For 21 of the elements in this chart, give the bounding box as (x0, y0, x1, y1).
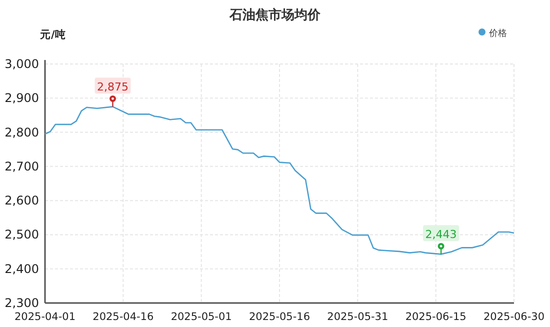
legend-label: 价格 (488, 28, 507, 39)
y-tick-label: 3,000 (4, 57, 39, 71)
x-tick-label: 2025-05-16 (248, 311, 310, 323)
y-tick-label: 2,400 (4, 262, 39, 276)
x-tick-label: 2025-05-01 (170, 311, 232, 323)
x-tick-label: 2025-06-30 (483, 311, 545, 323)
y-axis-title: 元/吨 (39, 28, 66, 41)
y-tick-label: 2,900 (4, 91, 39, 106)
y-tick-label: 2,300 (4, 296, 39, 310)
annotation: 2,875 (96, 80, 128, 94)
y-tick-label: 2,600 (4, 194, 39, 208)
x-tick-label: 2025-05-31 (327, 311, 388, 323)
x-tick-label: 2025-04-16 (92, 311, 154, 323)
x-tick-label: 2025-04-01 (14, 311, 76, 323)
chart-title: 石油焦市场均价 (228, 7, 322, 23)
annotation: 2,443 (425, 228, 457, 242)
y-tick-label: 2,500 (4, 228, 39, 242)
line-series (44, 106, 515, 255)
x-tick-label: 2025-06-15 (405, 311, 466, 323)
y-tick-label: 2,800 (4, 125, 39, 140)
y-tick-label: 2,700 (4, 159, 39, 174)
